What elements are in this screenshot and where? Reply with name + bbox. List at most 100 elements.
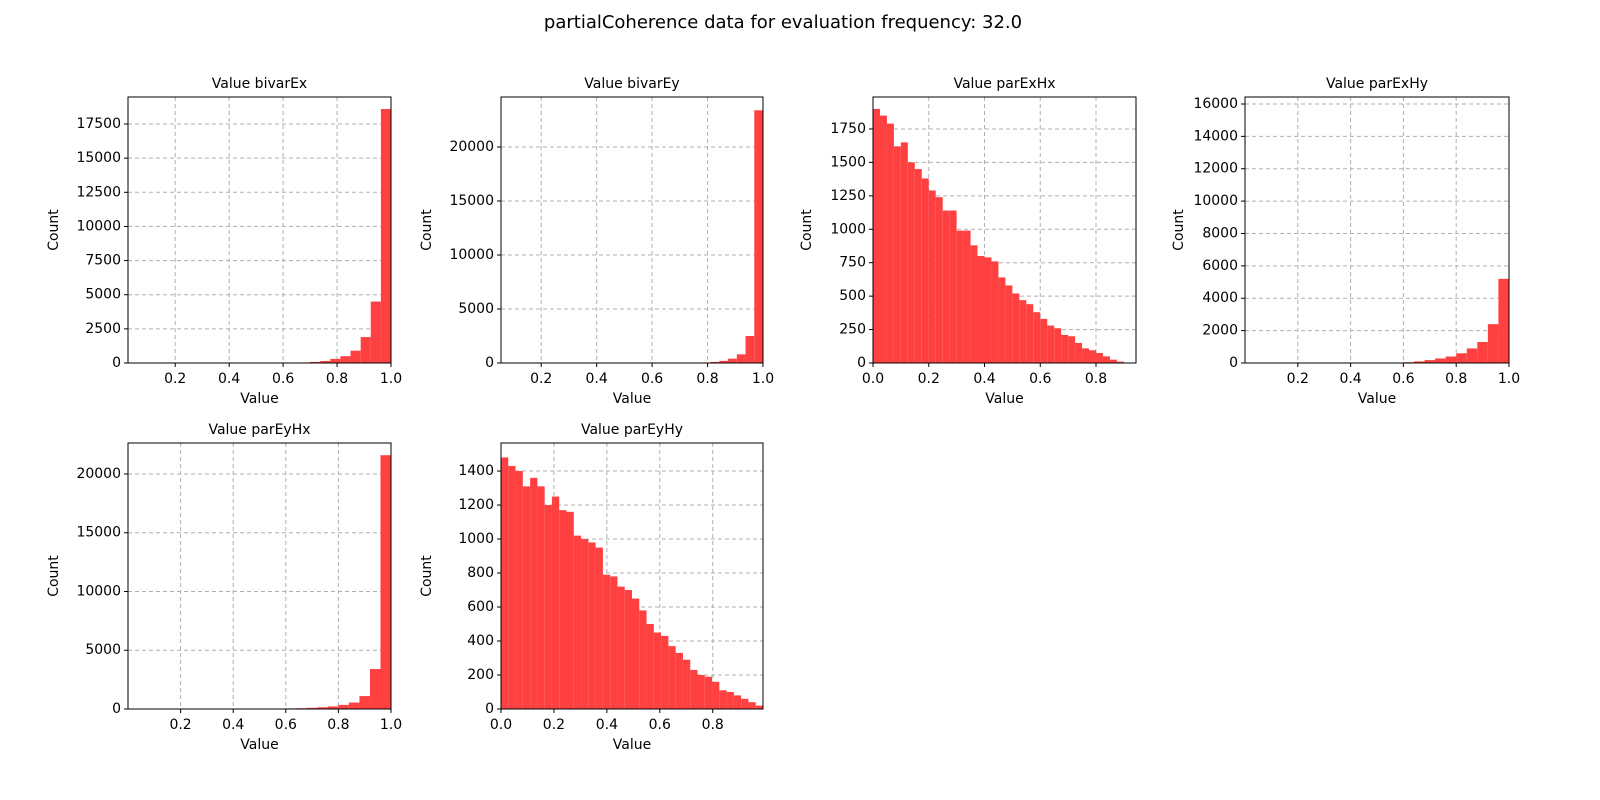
y-tick-label: 16000 — [1193, 96, 1238, 112]
bar — [704, 676, 713, 709]
y-tick-label: 20000 — [76, 466, 121, 482]
x-tick-label: 0.8 — [327, 717, 349, 733]
x-tick-label: 0.4 — [596, 717, 618, 733]
y-tick-label: 12500 — [76, 184, 121, 200]
subplot-title: Value parEyHy — [581, 422, 683, 438]
subplot: Value parExHy Value Count 0 2000 4000 6000 8000… — [1171, 76, 1520, 407]
y-tick-label: 14000 — [1193, 128, 1238, 144]
y-tick-label: 0 — [112, 355, 121, 371]
bar — [1033, 312, 1041, 363]
x-tick-label: 0.2 — [918, 371, 940, 387]
x-tick-label: 0.8 — [696, 371, 718, 387]
bar — [646, 624, 654, 709]
bar — [1456, 353, 1467, 363]
y-tick-label: 1000 — [458, 531, 494, 547]
bar — [907, 162, 915, 363]
subplot: Value bivarEy Value Count 0 5000 10000 15000 20… — [419, 76, 774, 407]
x-axis-label: Value — [613, 391, 651, 407]
y-tick-label: 0 — [1229, 355, 1238, 371]
bar — [515, 471, 523, 709]
bar — [1413, 361, 1425, 363]
x-tick-label: 1.0 — [1498, 371, 1520, 387]
bar — [675, 652, 683, 709]
x-tick-label: 0.4 — [973, 371, 995, 387]
y-tick-label: 1400 — [458, 463, 494, 479]
bar — [733, 695, 742, 709]
bar — [970, 245, 978, 363]
y-tick-label: 750 — [839, 255, 866, 271]
bar — [712, 681, 720, 709]
bar — [1477, 341, 1488, 363]
bar — [949, 210, 957, 363]
bar — [1487, 324, 1499, 363]
bar — [1026, 304, 1034, 363]
y-axis-label: Count — [1171, 209, 1187, 251]
bar — [963, 230, 971, 363]
y-axis-label: Count — [46, 555, 62, 597]
bar — [501, 457, 509, 709]
x-tick-label: 0.8 — [702, 717, 724, 733]
bar — [914, 169, 922, 363]
y-tick-label: 20000 — [449, 139, 494, 155]
bar — [653, 632, 662, 709]
bar — [682, 659, 691, 709]
bar — [369, 669, 381, 709]
y-tick-label: 1000 — [830, 221, 866, 237]
x-axis-label: Value — [240, 737, 278, 753]
y-axis-label: Count — [419, 209, 435, 251]
figure-title: partialCoherence data for evaluation fre… — [544, 12, 1022, 33]
bar — [610, 576, 618, 709]
y-tick-label: 15000 — [449, 193, 494, 209]
x-tick-label: 0.6 — [275, 717, 297, 733]
x-tick-label: 0.2 — [530, 371, 552, 387]
y-tick-label: 10000 — [449, 247, 494, 263]
y-tick-label: 500 — [839, 288, 866, 304]
bar — [942, 210, 950, 363]
x-tick-label: 0.4 — [1339, 371, 1361, 387]
bar — [624, 590, 632, 709]
bar — [1095, 352, 1103, 363]
subplot-title: Value parExHx — [953, 76, 1055, 92]
bar — [588, 542, 596, 709]
bar — [338, 704, 349, 709]
bar — [900, 142, 908, 363]
y-tick-label: 0 — [857, 355, 866, 371]
bar — [595, 547, 603, 709]
y-tick-label: 0 — [112, 701, 121, 717]
x-tick-label: 0.8 — [326, 371, 348, 387]
bar — [508, 465, 516, 709]
bar — [1435, 358, 1446, 363]
bar — [728, 358, 737, 363]
bar — [380, 108, 391, 363]
bar — [726, 692, 734, 709]
bar — [886, 123, 894, 363]
x-tick-label: 0.4 — [222, 717, 244, 733]
bar — [522, 486, 531, 709]
bar — [617, 586, 625, 709]
y-tick-label: 8000 — [1202, 225, 1238, 241]
x-axis-label: Value — [1358, 391, 1396, 407]
bar — [1047, 325, 1055, 363]
bar — [632, 598, 640, 709]
bar — [537, 486, 545, 709]
x-tick-label: 0.6 — [641, 371, 663, 387]
bar — [748, 702, 756, 709]
plot-frame — [127, 96, 392, 364]
y-tick-label: 4000 — [1202, 290, 1238, 306]
bar — [661, 635, 669, 709]
x-tick-label: 0.8 — [1445, 371, 1467, 387]
x-tick-label: 0.2 — [169, 717, 191, 733]
bar — [991, 261, 999, 363]
y-tick-label: 10000 — [76, 218, 121, 234]
x-tick-label: 1.0 — [752, 371, 774, 387]
bar — [893, 146, 901, 363]
bar — [1466, 348, 1478, 363]
bar — [977, 256, 985, 363]
x-tick-label: 0.2 — [543, 717, 565, 733]
bar — [921, 178, 929, 363]
bar — [551, 496, 560, 709]
bar — [741, 698, 749, 709]
bar — [602, 574, 611, 709]
bar — [1498, 278, 1509, 363]
plot-frame — [500, 96, 764, 364]
